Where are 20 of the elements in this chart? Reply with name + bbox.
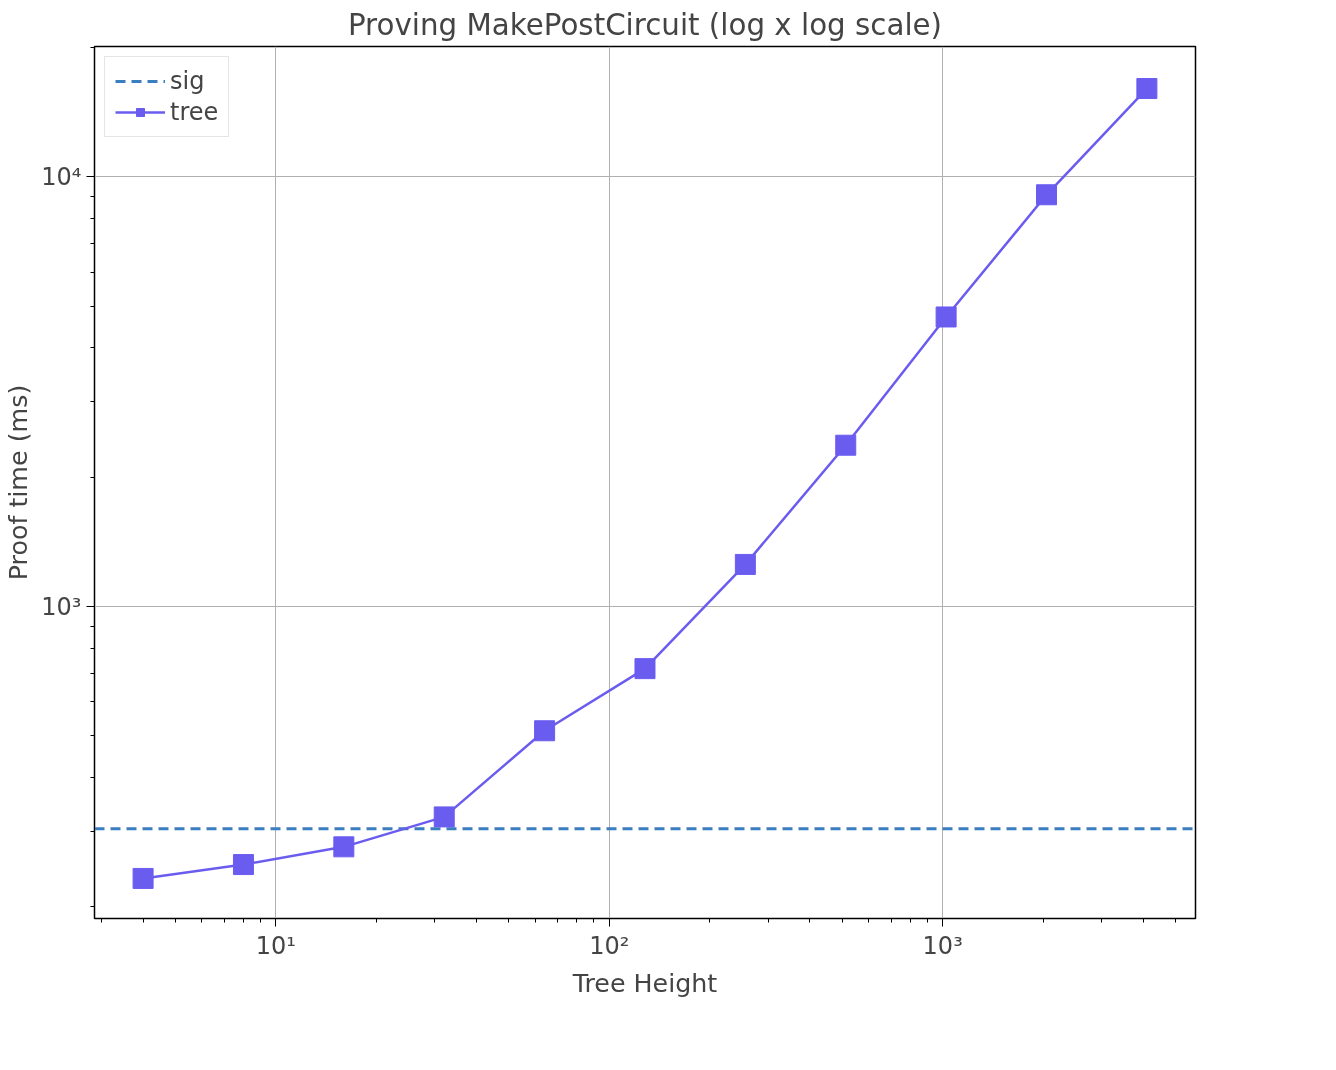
point: [534, 720, 556, 742]
y-axis-title: Proof time (ms): [3, 384, 34, 581]
x-tick-label: 10¹: [255, 931, 296, 960]
point: [1136, 78, 1158, 100]
point: [1036, 184, 1057, 206]
chart-title: Proving MakePostCircuit (log x log scale): [347, 7, 943, 42]
x-tick-label: 10³: [922, 931, 963, 960]
point: [734, 553, 756, 575]
point: [634, 658, 656, 680]
point: [132, 867, 154, 889]
point: [433, 806, 455, 828]
x-tick-label: 10²: [589, 931, 630, 960]
y-tick-label: 10⁴: [41, 162, 82, 191]
point: [232, 854, 254, 876]
point: [835, 434, 857, 456]
legend-label: sig: [170, 67, 205, 95]
legend-label: tree: [170, 98, 219, 126]
point: [333, 836, 355, 858]
x-axis-title: Tree Height: [571, 967, 718, 998]
point: [935, 306, 957, 328]
